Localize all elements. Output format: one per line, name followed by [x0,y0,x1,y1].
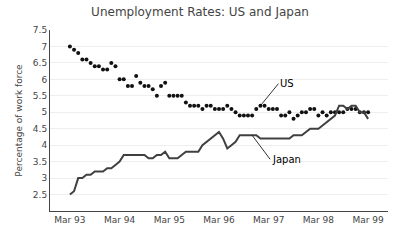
svg-text:4.5: 4.5 [33,124,47,134]
svg-text:6: 6 [41,75,47,85]
svg-text:3.5: 3.5 [33,157,47,167]
svg-text:US: US [280,78,294,89]
svg-text:6.5: 6.5 [33,58,47,68]
svg-text:5.5: 5.5 [33,91,47,101]
svg-text:Unemployment Rates: US and Jap: Unemployment Rates: US and Japan [91,5,309,19]
svg-text:Mar 93: Mar 93 [54,215,85,225]
svg-text:Mar 94: Mar 94 [104,215,136,225]
svg-text:2.5: 2.5 [33,190,47,200]
svg-text:Mar 95: Mar 95 [154,215,185,225]
svg-text:5: 5 [41,107,47,117]
svg-text:4: 4 [41,140,47,150]
svg-text:Japan: Japan [272,154,301,165]
svg-text:Mar 96: Mar 96 [203,215,235,225]
svg-text:3: 3 [41,173,47,183]
svg-text:Mar 98: Mar 98 [303,215,335,225]
svg-text:Percentage of work force: Percentage of work force [14,64,24,177]
svg-text:7.5: 7.5 [33,25,47,35]
svg-text:Mar 97: Mar 97 [253,215,284,225]
svg-text:Mar 99: Mar 99 [352,215,384,225]
svg-text:7: 7 [41,42,47,52]
